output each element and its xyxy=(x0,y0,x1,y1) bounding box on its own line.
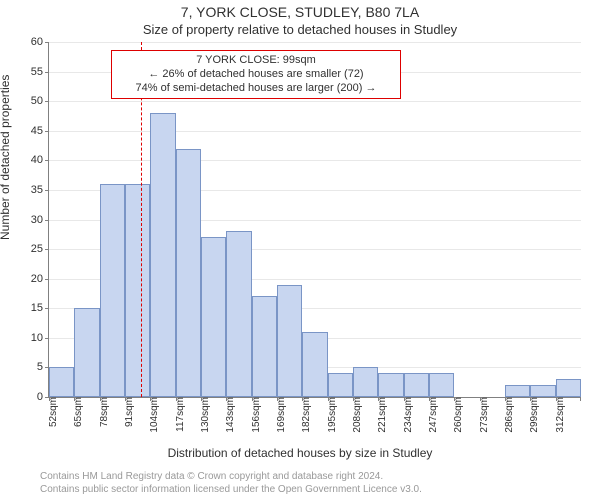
y-tick-label: 60 xyxy=(31,36,49,48)
x-axis-label: Distribution of detached houses by size … xyxy=(0,446,600,460)
annotation-box: 7 YORK CLOSE: 99sqm← 26% of detached hou… xyxy=(111,50,401,99)
annotation-line: 7 YORK CLOSE: 99sqm xyxy=(118,54,394,68)
y-tick-label: 30 xyxy=(31,214,49,226)
grid-line xyxy=(49,101,581,102)
y-tick-label: 5 xyxy=(37,361,49,373)
bar xyxy=(226,231,251,397)
bar xyxy=(150,113,175,397)
bar xyxy=(125,184,150,397)
y-tick-label: 35 xyxy=(31,184,49,196)
x-tick-label: 234sqm xyxy=(399,397,414,433)
bar xyxy=(505,385,530,397)
x-tick-label: 208sqm xyxy=(348,397,363,433)
x-tick-label: 260sqm xyxy=(449,397,464,433)
x-tick-label: 104sqm xyxy=(145,397,160,433)
x-tick-label: 52sqm xyxy=(44,397,59,427)
y-tick-label: 50 xyxy=(31,95,49,107)
bar xyxy=(378,373,403,397)
bar xyxy=(252,296,277,397)
bar xyxy=(277,285,302,397)
x-tick-label: 65sqm xyxy=(69,397,84,427)
bar xyxy=(100,184,125,397)
y-tick-label: 40 xyxy=(31,154,49,166)
plot-area: 05101520253035404550556052sqm65sqm78sqm9… xyxy=(48,42,581,398)
bar xyxy=(49,367,74,397)
x-tick-label: 312sqm xyxy=(551,397,566,433)
annotation-line: 74% of semi-detached houses are larger (… xyxy=(118,82,394,96)
title-sub: Size of property relative to detached ho… xyxy=(0,22,600,37)
bar xyxy=(328,373,353,397)
x-tick-label: 286sqm xyxy=(500,397,515,433)
x-tick-label: 117sqm xyxy=(171,397,186,432)
x-tick-label: 247sqm xyxy=(424,397,439,433)
y-tick-label: 20 xyxy=(31,273,49,285)
footer-attribution: Contains HM Land Registry data © Crown c… xyxy=(40,471,580,496)
bar xyxy=(530,385,555,397)
chart-root: 7, YORK CLOSE, STUDLEY, B80 7LA Size of … xyxy=(0,0,600,500)
x-tick-label: 130sqm xyxy=(196,397,211,433)
y-tick-label: 10 xyxy=(31,332,49,344)
x-tick-label: 169sqm xyxy=(272,397,287,433)
x-tick-label: 78sqm xyxy=(95,397,110,427)
y-tick-label: 15 xyxy=(31,302,49,314)
x-tick-label: 299sqm xyxy=(525,397,540,433)
bar xyxy=(176,149,201,398)
bar xyxy=(302,332,327,397)
bar xyxy=(353,367,378,397)
x-tick-label: 221sqm xyxy=(373,397,388,433)
grid-line xyxy=(49,42,581,43)
x-tick-label: 143sqm xyxy=(221,397,236,433)
x-tick-label: 273sqm xyxy=(475,397,490,433)
bar xyxy=(201,237,226,397)
x-tick-label: 195sqm xyxy=(323,397,338,433)
x-tick-label: 182sqm xyxy=(297,397,312,433)
y-axis-label: Number of detached properties xyxy=(0,75,12,240)
x-tick-label: 91sqm xyxy=(120,397,135,427)
bar xyxy=(404,373,429,397)
bar xyxy=(74,308,99,397)
footer-line-2: Contains public sector information licen… xyxy=(40,484,580,497)
title-main: 7, YORK CLOSE, STUDLEY, B80 7LA xyxy=(0,4,600,20)
bar xyxy=(556,379,581,397)
y-tick-label: 55 xyxy=(31,66,49,78)
annotation-line: ← 26% of detached houses are smaller (72… xyxy=(118,68,394,82)
y-tick-label: 25 xyxy=(31,243,49,255)
x-tick-mark xyxy=(580,397,581,401)
grid-line xyxy=(49,160,581,161)
footer-line-1: Contains HM Land Registry data © Crown c… xyxy=(40,471,580,484)
x-tick-label: 156sqm xyxy=(247,397,262,433)
grid-line xyxy=(49,131,581,132)
y-tick-label: 45 xyxy=(31,125,49,137)
bar xyxy=(429,373,454,397)
